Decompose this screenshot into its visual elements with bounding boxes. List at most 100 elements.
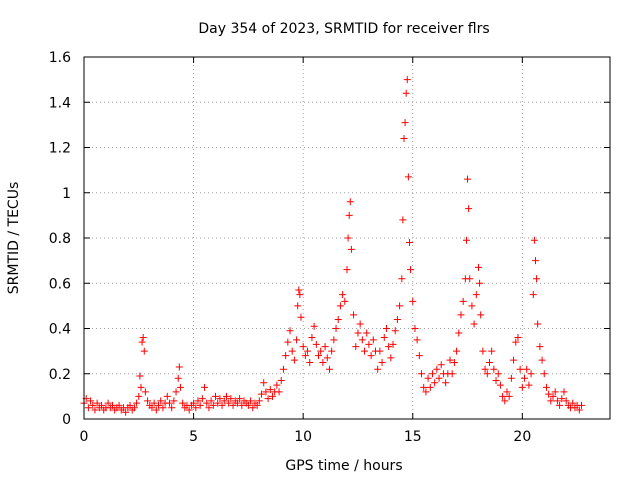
data-point bbox=[499, 392, 507, 400]
y-axis-label: SRMTID / TECUs bbox=[6, 182, 22, 295]
data-point bbox=[387, 354, 395, 362]
data-point bbox=[220, 397, 228, 405]
data-point bbox=[133, 399, 141, 407]
data-point bbox=[236, 395, 244, 403]
data-point bbox=[433, 365, 441, 373]
data-point bbox=[138, 338, 146, 346]
data-point bbox=[407, 266, 415, 274]
x-tick-label: 5 bbox=[189, 429, 198, 445]
data-point bbox=[214, 399, 222, 407]
data-point bbox=[222, 392, 230, 400]
data-point bbox=[465, 205, 473, 213]
data-point bbox=[448, 370, 456, 378]
data-point bbox=[170, 397, 178, 405]
data-point bbox=[152, 406, 160, 414]
data-point bbox=[389, 340, 397, 348]
y-tick-label: 1.2 bbox=[49, 141, 71, 157]
x-tick-label: 20 bbox=[513, 429, 531, 445]
x-tick-label: 0 bbox=[80, 429, 89, 445]
data-point bbox=[418, 370, 426, 378]
data-point bbox=[238, 401, 246, 409]
x-tick-labels: 0 5 10 15 20 bbox=[80, 429, 532, 445]
data-point bbox=[464, 175, 472, 183]
data-point bbox=[244, 401, 252, 409]
data-point bbox=[294, 302, 302, 310]
data-point bbox=[176, 383, 184, 391]
data-point bbox=[209, 401, 217, 409]
data-point bbox=[396, 302, 404, 310]
data-point bbox=[450, 358, 458, 366]
data-point bbox=[144, 397, 152, 405]
data-point bbox=[155, 401, 163, 409]
data-point bbox=[317, 347, 325, 355]
data-point bbox=[462, 236, 470, 244]
data-point bbox=[339, 291, 347, 299]
data-point bbox=[391, 327, 399, 335]
data-point bbox=[380, 334, 388, 342]
data-point bbox=[505, 392, 513, 400]
data-point bbox=[411, 325, 419, 332]
grid-lines bbox=[84, 57, 610, 419]
data-point bbox=[264, 395, 272, 403]
data-point bbox=[139, 334, 147, 342]
data-point bbox=[426, 383, 434, 391]
data-point bbox=[137, 383, 145, 391]
data-point bbox=[545, 390, 553, 398]
data-point bbox=[536, 343, 544, 351]
data-point bbox=[346, 198, 354, 206]
data-point bbox=[104, 399, 112, 407]
data-point bbox=[150, 399, 158, 407]
data-point bbox=[115, 401, 123, 409]
data-point bbox=[290, 356, 298, 364]
data-point bbox=[304, 347, 312, 355]
data-point bbox=[286, 327, 294, 335]
data-point bbox=[122, 408, 130, 416]
data-point bbox=[558, 395, 566, 403]
data-point bbox=[258, 390, 266, 398]
data-point bbox=[273, 381, 281, 389]
data-point bbox=[435, 374, 443, 382]
data-point bbox=[284, 338, 292, 346]
data-point bbox=[534, 320, 542, 328]
data-point bbox=[148, 404, 156, 412]
x-tick-label: 10 bbox=[294, 429, 312, 445]
data-point bbox=[268, 392, 276, 400]
y-tick-labels: 0 0.2 0.4 0.6 0.8 1 1.2 1.4 1.6 bbox=[49, 50, 71, 428]
data-point bbox=[93, 399, 101, 407]
data-point bbox=[315, 352, 323, 360]
data-point bbox=[126, 401, 134, 409]
data-point bbox=[179, 399, 187, 407]
data-point bbox=[293, 336, 301, 344]
data-point bbox=[424, 374, 432, 382]
data-point bbox=[363, 329, 371, 337]
data-point bbox=[476, 279, 484, 287]
data-point bbox=[301, 352, 309, 360]
data-point bbox=[253, 401, 261, 409]
y-tick-label: 0.2 bbox=[49, 367, 71, 383]
data-point bbox=[358, 336, 366, 344]
data-point bbox=[398, 275, 406, 283]
data-point bbox=[514, 334, 522, 342]
data-point bbox=[135, 392, 143, 400]
data-point bbox=[483, 370, 491, 378]
data-point bbox=[413, 336, 421, 344]
data-point bbox=[507, 374, 515, 382]
data-point bbox=[420, 383, 428, 391]
data-point bbox=[196, 401, 204, 409]
data-point bbox=[130, 404, 138, 412]
data-point bbox=[207, 397, 215, 405]
y-tick-label: 0 bbox=[62, 412, 71, 428]
data-point bbox=[401, 119, 409, 127]
data-point bbox=[229, 401, 237, 409]
data-point bbox=[343, 266, 351, 274]
data-point bbox=[227, 395, 235, 403]
data-point bbox=[277, 377, 285, 385]
data-point bbox=[172, 388, 180, 396]
data-point bbox=[288, 347, 296, 355]
data-point bbox=[328, 347, 336, 355]
data-point bbox=[527, 370, 535, 378]
data-point bbox=[494, 370, 502, 378]
data-point bbox=[376, 347, 384, 355]
data-point bbox=[422, 388, 430, 396]
